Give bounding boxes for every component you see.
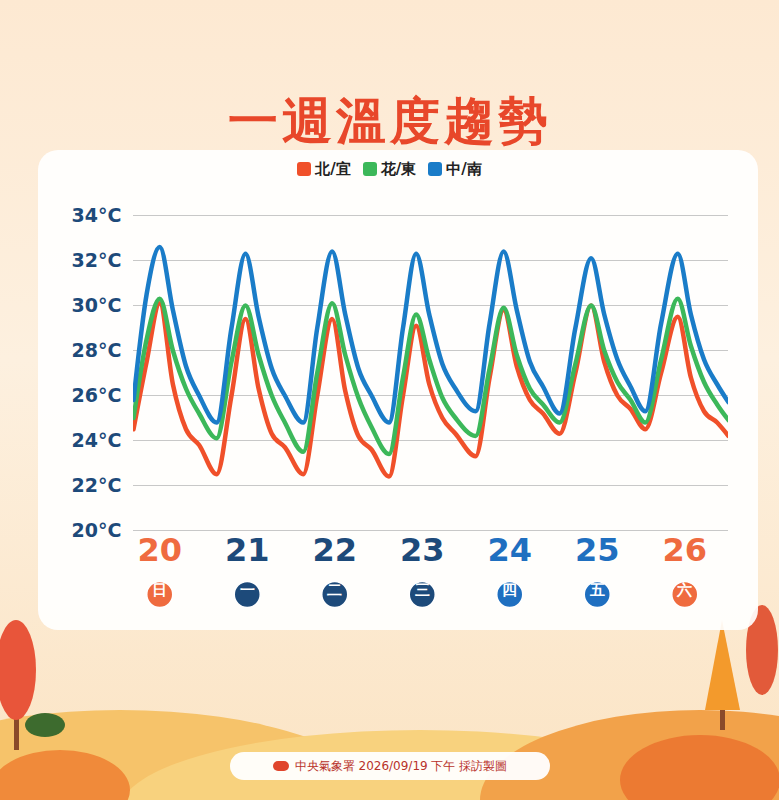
html-text:花/東: 花/東 (380, 160, 417, 178)
svg-text:21: 21 (225, 531, 270, 569)
html-text:中央氣象署 2026/09/19 下午 採訪製圖: 中央氣象署 2026/09/19 下午 採訪製圖 (294, 759, 508, 773)
svg-text:三: 三 (415, 581, 430, 599)
svg-text:22°C: 22°C (72, 474, 122, 496)
svg-text:30°C: 30°C (72, 294, 122, 316)
svg-text:26: 26 (662, 531, 707, 569)
svg-text:四: 四 (502, 581, 517, 599)
svg-text:一: 一 (240, 581, 255, 599)
svg-text:20°C: 20°C (72, 519, 122, 541)
svg-text:24: 24 (487, 531, 532, 569)
svg-text:25: 25 (575, 531, 620, 569)
html-text:中/南: 中/南 (446, 160, 482, 178)
svg-text:32°C: 32°C (72, 249, 122, 271)
svg-text:24°C: 24°C (72, 429, 122, 451)
svg-text:二: 二 (327, 581, 342, 599)
svg-text:20: 20 (137, 531, 182, 569)
svg-text:28°C: 28°C (72, 339, 122, 361)
svg-text:26°C: 26°C (72, 384, 122, 406)
html-text:北/宜: 北/宜 (315, 160, 351, 178)
svg-text:六: 六 (676, 581, 692, 599)
svg-text:34°C: 34°C (72, 204, 122, 226)
svg-text:五: 五 (589, 581, 605, 599)
svg-text:日: 日 (152, 581, 167, 599)
svg-text:23: 23 (400, 531, 445, 569)
svg-text:22: 22 (312, 531, 357, 569)
html-text:一週溫度趨勢: 一週溫度趨勢 (227, 92, 552, 150)
